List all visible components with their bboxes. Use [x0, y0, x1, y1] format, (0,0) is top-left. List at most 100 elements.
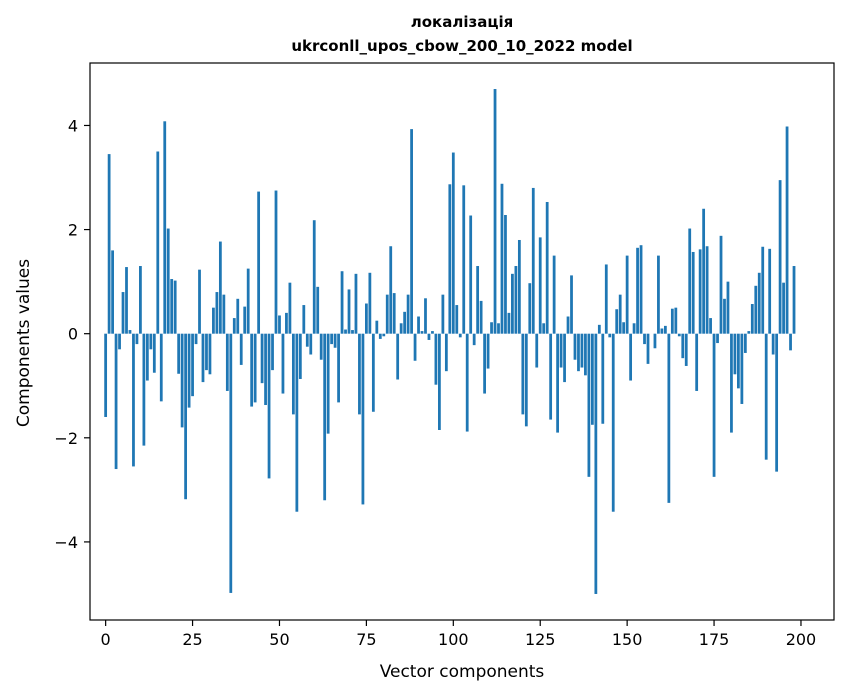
bar	[674, 307, 678, 334]
bar	[455, 305, 459, 334]
bar	[691, 251, 695, 334]
bar	[291, 333, 295, 415]
bar	[239, 333, 243, 365]
bar	[611, 333, 615, 512]
bar	[514, 266, 518, 334]
bar	[465, 333, 469, 432]
bar	[253, 333, 257, 403]
bar	[371, 333, 375, 412]
bar	[309, 333, 313, 355]
bar	[159, 333, 163, 402]
bar	[469, 215, 473, 334]
bar	[375, 320, 379, 334]
bar	[114, 333, 118, 470]
x-tick-label: 175	[699, 630, 730, 649]
bar	[559, 333, 563, 368]
bar	[479, 300, 483, 334]
bar	[434, 333, 438, 385]
bar	[257, 191, 261, 334]
plot-frame	[89, 62, 835, 621]
bar	[170, 279, 174, 334]
bar	[531, 187, 535, 334]
bar	[326, 333, 330, 434]
bar	[212, 307, 215, 334]
bar	[274, 190, 278, 334]
bar	[316, 286, 320, 334]
bar	[125, 267, 128, 334]
bar	[695, 333, 699, 391]
bar	[403, 311, 407, 334]
bar	[590, 333, 594, 425]
bar	[385, 294, 389, 334]
bar	[215, 292, 219, 334]
y-axis-label: Components values	[14, 259, 34, 427]
bar	[528, 283, 532, 334]
bar	[382, 333, 386, 337]
bar	[754, 285, 758, 334]
bar	[389, 246, 393, 334]
bar	[493, 89, 497, 334]
bar	[337, 333, 340, 403]
bar	[194, 333, 198, 345]
x-tick-label: 100	[438, 630, 469, 649]
bar	[264, 333, 267, 406]
x-tick-label: 75	[356, 630, 376, 649]
bar	[205, 333, 208, 371]
x-axis-label: Vector components	[380, 662, 545, 682]
bar	[698, 249, 702, 334]
bar	[236, 298, 240, 334]
y-tick-label: 4	[68, 116, 78, 135]
bar	[246, 268, 250, 334]
bar	[128, 330, 132, 334]
bar	[566, 316, 570, 334]
y-tick-label: 0	[68, 325, 78, 344]
bar	[771, 333, 775, 355]
bar	[278, 315, 281, 334]
bar	[365, 303, 368, 334]
bar	[747, 331, 751, 334]
bar	[420, 331, 424, 334]
bar	[643, 333, 646, 345]
x-tick-label: 0	[101, 630, 111, 649]
bar	[340, 271, 344, 334]
x-tick-label: 50	[269, 630, 289, 649]
bar	[618, 294, 622, 334]
bar	[187, 333, 191, 408]
bar	[497, 323, 500, 334]
bar	[504, 215, 507, 334]
bar	[552, 255, 556, 334]
bar	[511, 273, 514, 334]
bar	[587, 333, 591, 477]
bar	[761, 246, 765, 334]
bar	[768, 248, 772, 334]
bar	[653, 333, 657, 349]
bar	[458, 333, 462, 338]
bar	[646, 333, 650, 364]
bar	[448, 184, 452, 334]
bar	[298, 333, 302, 379]
bar	[597, 324, 601, 334]
bars-group	[104, 89, 796, 594]
bar	[417, 316, 420, 334]
bar	[688, 228, 692, 334]
bar	[601, 333, 605, 424]
bar	[538, 237, 542, 334]
bar	[111, 250, 114, 334]
bar	[730, 333, 733, 433]
bar	[218, 241, 222, 334]
bar	[312, 220, 316, 334]
bar	[152, 333, 156, 373]
bar	[702, 208, 706, 334]
bar	[507, 312, 511, 334]
bar	[726, 281, 730, 334]
y-axis: −4 −2 0 2 4	[54, 116, 90, 552]
bar	[535, 333, 539, 368]
bar	[191, 333, 194, 397]
bar	[232, 318, 236, 334]
bar	[180, 333, 184, 428]
chart-title: локалізація	[411, 13, 513, 31]
bar	[208, 333, 212, 375]
bar	[622, 322, 626, 334]
bar	[629, 333, 633, 381]
